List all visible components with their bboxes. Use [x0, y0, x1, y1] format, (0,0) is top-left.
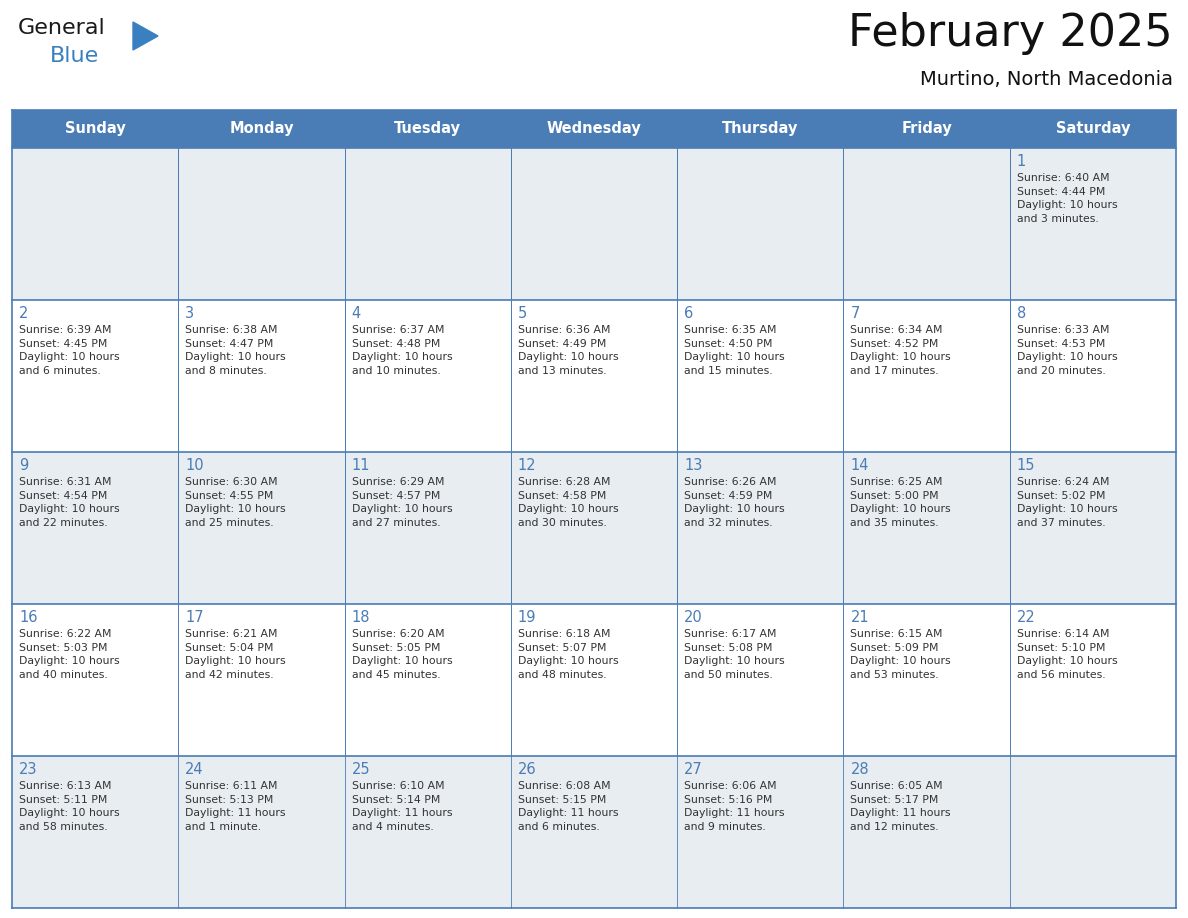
Text: Sunrise: 6:13 AM
Sunset: 5:11 PM
Daylight: 10 hours
and 58 minutes.: Sunrise: 6:13 AM Sunset: 5:11 PM Dayligh… [19, 781, 120, 832]
Text: 4: 4 [352, 306, 361, 321]
Text: Sunrise: 6:11 AM
Sunset: 5:13 PM
Daylight: 11 hours
and 1 minute.: Sunrise: 6:11 AM Sunset: 5:13 PM Dayligh… [185, 781, 286, 832]
Text: Saturday: Saturday [1056, 121, 1130, 137]
Text: Sunrise: 6:10 AM
Sunset: 5:14 PM
Daylight: 11 hours
and 4 minutes.: Sunrise: 6:10 AM Sunset: 5:14 PM Dayligh… [352, 781, 453, 832]
Text: 3: 3 [185, 306, 195, 321]
Text: Sunrise: 6:29 AM
Sunset: 4:57 PM
Daylight: 10 hours
and 27 minutes.: Sunrise: 6:29 AM Sunset: 4:57 PM Dayligh… [352, 477, 453, 528]
Text: General: General [18, 18, 106, 38]
Text: 21: 21 [851, 610, 870, 625]
Bar [12, 452, 1176, 604]
Text: Sunrise: 6:35 AM
Sunset: 4:50 PM
Daylight: 10 hours
and 15 minutes.: Sunrise: 6:35 AM Sunset: 4:50 PM Dayligh… [684, 325, 785, 375]
Text: Sunrise: 6:21 AM
Sunset: 5:04 PM
Daylight: 10 hours
and 42 minutes.: Sunrise: 6:21 AM Sunset: 5:04 PM Dayligh… [185, 629, 286, 680]
Text: 12: 12 [518, 458, 537, 473]
Text: Monday: Monday [229, 121, 293, 137]
Text: Sunrise: 6:05 AM
Sunset: 5:17 PM
Daylight: 11 hours
and 12 minutes.: Sunrise: 6:05 AM Sunset: 5:17 PM Dayligh… [851, 781, 950, 832]
Text: 26: 26 [518, 762, 537, 777]
Bar [12, 148, 1176, 300]
Text: Sunrise: 6:14 AM
Sunset: 5:10 PM
Daylight: 10 hours
and 56 minutes.: Sunrise: 6:14 AM Sunset: 5:10 PM Dayligh… [1017, 629, 1118, 680]
Text: 14: 14 [851, 458, 868, 473]
Text: Sunrise: 6:31 AM
Sunset: 4:54 PM
Daylight: 10 hours
and 22 minutes.: Sunrise: 6:31 AM Sunset: 4:54 PM Dayligh… [19, 477, 120, 528]
Text: Sunrise: 6:36 AM
Sunset: 4:49 PM
Daylight: 10 hours
and 13 minutes.: Sunrise: 6:36 AM Sunset: 4:49 PM Dayligh… [518, 325, 619, 375]
Text: 20: 20 [684, 610, 703, 625]
Text: Blue: Blue [50, 46, 100, 66]
Text: Sunrise: 6:30 AM
Sunset: 4:55 PM
Daylight: 10 hours
and 25 minutes.: Sunrise: 6:30 AM Sunset: 4:55 PM Dayligh… [185, 477, 286, 528]
Text: Sunday: Sunday [65, 121, 126, 137]
Text: 9: 9 [19, 458, 29, 473]
Bar [12, 604, 1176, 756]
Text: Sunrise: 6:18 AM
Sunset: 5:07 PM
Daylight: 10 hours
and 48 minutes.: Sunrise: 6:18 AM Sunset: 5:07 PM Dayligh… [518, 629, 619, 680]
Text: 18: 18 [352, 610, 371, 625]
Text: 13: 13 [684, 458, 702, 473]
Text: Sunrise: 6:24 AM
Sunset: 5:02 PM
Daylight: 10 hours
and 37 minutes.: Sunrise: 6:24 AM Sunset: 5:02 PM Dayligh… [1017, 477, 1118, 528]
Text: Sunrise: 6:28 AM
Sunset: 4:58 PM
Daylight: 10 hours
and 30 minutes.: Sunrise: 6:28 AM Sunset: 4:58 PM Dayligh… [518, 477, 619, 528]
Text: Sunrise: 6:33 AM
Sunset: 4:53 PM
Daylight: 10 hours
and 20 minutes.: Sunrise: 6:33 AM Sunset: 4:53 PM Dayligh… [1017, 325, 1118, 375]
Text: 2: 2 [19, 306, 29, 321]
Text: 1: 1 [1017, 154, 1026, 169]
Text: Murtino, North Macedonia: Murtino, North Macedonia [920, 70, 1173, 89]
Text: Friday: Friday [902, 121, 952, 137]
Text: Sunrise: 6:37 AM
Sunset: 4:48 PM
Daylight: 10 hours
and 10 minutes.: Sunrise: 6:37 AM Sunset: 4:48 PM Dayligh… [352, 325, 453, 375]
Text: 11: 11 [352, 458, 371, 473]
Text: 7: 7 [851, 306, 860, 321]
Bar [12, 756, 1176, 908]
Bar [12, 300, 1176, 452]
Text: 17: 17 [185, 610, 204, 625]
Text: Thursday: Thursday [722, 121, 798, 137]
Text: 25: 25 [352, 762, 371, 777]
Text: Sunrise: 6:26 AM
Sunset: 4:59 PM
Daylight: 10 hours
and 32 minutes.: Sunrise: 6:26 AM Sunset: 4:59 PM Dayligh… [684, 477, 785, 528]
Text: Sunrise: 6:34 AM
Sunset: 4:52 PM
Daylight: 10 hours
and 17 minutes.: Sunrise: 6:34 AM Sunset: 4:52 PM Dayligh… [851, 325, 952, 375]
Text: 10: 10 [185, 458, 204, 473]
Text: 16: 16 [19, 610, 38, 625]
Text: Sunrise: 6:22 AM
Sunset: 5:03 PM
Daylight: 10 hours
and 40 minutes.: Sunrise: 6:22 AM Sunset: 5:03 PM Dayligh… [19, 629, 120, 680]
Text: Sunrise: 6:40 AM
Sunset: 4:44 PM
Daylight: 10 hours
and 3 minutes.: Sunrise: 6:40 AM Sunset: 4:44 PM Dayligh… [1017, 173, 1118, 224]
Text: Tuesday: Tuesday [394, 121, 461, 137]
Polygon shape [133, 22, 158, 50]
Text: Sunrise: 6:38 AM
Sunset: 4:47 PM
Daylight: 10 hours
and 8 minutes.: Sunrise: 6:38 AM Sunset: 4:47 PM Dayligh… [185, 325, 286, 375]
Text: Sunrise: 6:06 AM
Sunset: 5:16 PM
Daylight: 11 hours
and 9 minutes.: Sunrise: 6:06 AM Sunset: 5:16 PM Dayligh… [684, 781, 784, 832]
Bar [12, 110, 1176, 148]
Text: 23: 23 [19, 762, 38, 777]
Text: Sunrise: 6:15 AM
Sunset: 5:09 PM
Daylight: 10 hours
and 53 minutes.: Sunrise: 6:15 AM Sunset: 5:09 PM Dayligh… [851, 629, 952, 680]
Text: 27: 27 [684, 762, 703, 777]
Text: 5: 5 [518, 306, 527, 321]
Text: 15: 15 [1017, 458, 1035, 473]
Text: 19: 19 [518, 610, 536, 625]
Text: Sunrise: 6:25 AM
Sunset: 5:00 PM
Daylight: 10 hours
and 35 minutes.: Sunrise: 6:25 AM Sunset: 5:00 PM Dayligh… [851, 477, 952, 528]
Text: February 2025: February 2025 [848, 12, 1173, 55]
Text: 22: 22 [1017, 610, 1036, 625]
Text: Sunrise: 6:20 AM
Sunset: 5:05 PM
Daylight: 10 hours
and 45 minutes.: Sunrise: 6:20 AM Sunset: 5:05 PM Dayligh… [352, 629, 453, 680]
Text: 8: 8 [1017, 306, 1026, 321]
Text: Sunrise: 6:17 AM
Sunset: 5:08 PM
Daylight: 10 hours
and 50 minutes.: Sunrise: 6:17 AM Sunset: 5:08 PM Dayligh… [684, 629, 785, 680]
Text: 6: 6 [684, 306, 694, 321]
Text: Sunrise: 6:08 AM
Sunset: 5:15 PM
Daylight: 11 hours
and 6 minutes.: Sunrise: 6:08 AM Sunset: 5:15 PM Dayligh… [518, 781, 619, 832]
Text: 24: 24 [185, 762, 204, 777]
Text: 28: 28 [851, 762, 870, 777]
Text: Sunrise: 6:39 AM
Sunset: 4:45 PM
Daylight: 10 hours
and 6 minutes.: Sunrise: 6:39 AM Sunset: 4:45 PM Dayligh… [19, 325, 120, 375]
Text: Wednesday: Wednesday [546, 121, 642, 137]
